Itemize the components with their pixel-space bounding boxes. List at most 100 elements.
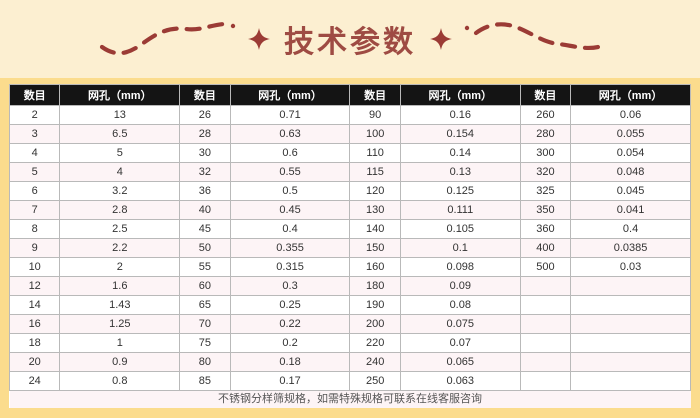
mesh-size-cell: 2 bbox=[59, 257, 181, 277]
table-row: 10 2 55 0.315 160 0.098 500 0.03 bbox=[8, 257, 691, 277]
table-row: 18 1 75 0.2 220 0.07 bbox=[8, 333, 691, 353]
mesh-count-cell: 32 bbox=[179, 162, 231, 182]
right-star-icon bbox=[430, 28, 452, 50]
mesh-size-cell: 0.4 bbox=[229, 219, 351, 239]
footer-note-row: 不锈钢分样筛规格，如需特殊规格可联系在线客服咨询 bbox=[9, 390, 691, 408]
mesh-count-cell: 40 bbox=[179, 200, 231, 220]
mesh-count-cell: 360 bbox=[519, 219, 572, 239]
mesh-count-cell: 90 bbox=[349, 105, 401, 125]
mesh-count-cell: 70 bbox=[179, 314, 231, 334]
table-row: 16 1.25 70 0.22 200 0.075 bbox=[8, 314, 691, 334]
column-header-mesh-count: 数目 bbox=[179, 84, 231, 106]
mesh-count-cell: 400 bbox=[519, 238, 572, 258]
table-row: 7 2.8 40 0.45 130 0.111 350 0.041 bbox=[8, 200, 691, 220]
mesh-size-cell: 2.5 bbox=[59, 219, 181, 239]
mesh-count-cell: 6 bbox=[8, 181, 61, 201]
mesh-count-cell: 150 bbox=[349, 238, 401, 258]
mesh-count-cell: 100 bbox=[349, 124, 401, 144]
mesh-count-cell bbox=[519, 314, 572, 334]
mesh-size-cell: 0.71 bbox=[229, 105, 351, 125]
mesh-count-cell: 8 bbox=[8, 219, 61, 239]
column-header-mesh-size: 网孔（mm） bbox=[399, 84, 521, 106]
mesh-count-cell: 320 bbox=[519, 162, 572, 182]
footer-note: 不锈钢分样筛规格，如需特殊规格可联系在线客服咨询 bbox=[9, 390, 691, 408]
mesh-count-cell: 240 bbox=[349, 352, 401, 372]
mesh-count-cell: 16 bbox=[8, 314, 61, 334]
mesh-count-cell: 12 bbox=[8, 276, 61, 296]
mesh-count-cell: 55 bbox=[179, 257, 231, 277]
mesh-size-cell: 0.063 bbox=[399, 371, 521, 391]
page-title: 技术参数 bbox=[284, 26, 416, 59]
mesh-count-cell: 24 bbox=[8, 371, 61, 391]
mesh-size-cell: 0.08 bbox=[399, 295, 521, 315]
column-header-mesh-count: 数目 bbox=[519, 84, 572, 106]
column-header-mesh-count: 数目 bbox=[349, 84, 401, 106]
table-row: 24 0.8 85 0.17 250 0.063 bbox=[8, 371, 691, 391]
mesh-size-cell: 0.9 bbox=[59, 352, 181, 372]
mesh-count-cell: 110 bbox=[349, 143, 401, 163]
table-row: 14 1.43 65 0.25 190 0.08 bbox=[8, 295, 691, 315]
table-row: 20 0.9 80 0.18 240 0.065 bbox=[8, 352, 691, 372]
mesh-count-cell: 18 bbox=[8, 333, 61, 353]
mesh-count-cell: 190 bbox=[349, 295, 401, 315]
column-header-mesh-size: 网孔（mm） bbox=[229, 84, 351, 106]
table-row: 4 5 30 0.6 110 0.14 300 0.054 bbox=[8, 143, 691, 163]
mesh-size-cell bbox=[570, 276, 691, 296]
mesh-count-cell: 3 bbox=[8, 124, 61, 144]
mesh-size-cell: 0.4 bbox=[570, 219, 691, 239]
mesh-count-cell: 10 bbox=[8, 257, 61, 277]
mesh-count-cell: 280 bbox=[519, 124, 572, 144]
right-dashed-wave-icon bbox=[464, 22, 601, 51]
mesh-count-cell bbox=[519, 295, 572, 315]
mesh-count-cell: 26 bbox=[179, 105, 231, 125]
mesh-size-cell: 13 bbox=[59, 105, 181, 125]
mesh-count-cell bbox=[519, 352, 572, 372]
mesh-size-cell: 1 bbox=[59, 333, 181, 353]
spec-panel: 数目 网孔（mm） 数目 网孔（mm） 数目 网孔（mm） 数目 网孔（mm） 2 13 26 0.… bbox=[0, 78, 700, 418]
mesh-size-cell: 0.14 bbox=[399, 143, 521, 163]
mesh-count-cell: 160 bbox=[349, 257, 401, 277]
table-row: 3 6.5 28 0.63 100 0.154 280 0.055 bbox=[8, 124, 691, 144]
table-row: 6 3.2 36 0.5 120 0.125 325 0.045 bbox=[8, 181, 691, 201]
mesh-size-cell: 0.0385 bbox=[570, 238, 691, 258]
mesh-size-cell: 0.315 bbox=[229, 257, 351, 277]
mesh-count-cell: 220 bbox=[349, 333, 401, 353]
mesh-count-cell: 2 bbox=[8, 105, 61, 125]
left-dashed-wave-icon bbox=[99, 21, 236, 56]
mesh-count-cell: 250 bbox=[349, 371, 401, 391]
mesh-count-cell: 350 bbox=[519, 200, 572, 220]
mesh-size-cell: 0.2 bbox=[229, 333, 351, 353]
table-body: 2 13 26 0.71 90 0.16 260 0.06 3 6.5 28 0.63 100 0.154… bbox=[8, 105, 691, 391]
mesh-count-cell: 180 bbox=[349, 276, 401, 296]
mesh-size-cell: 0.63 bbox=[229, 124, 351, 144]
spec-table: 数目 网孔（mm） 数目 网孔（mm） 数目 网孔（mm） 数目 网孔（mm） 2 13 26 0.… bbox=[8, 84, 691, 408]
mesh-count-cell: 60 bbox=[179, 276, 231, 296]
mesh-size-cell: 0.3 bbox=[229, 276, 351, 296]
mesh-count-cell: 115 bbox=[349, 162, 401, 182]
mesh-count-cell: 300 bbox=[519, 143, 572, 163]
mesh-size-cell: 1.43 bbox=[59, 295, 181, 315]
mesh-count-cell: 75 bbox=[179, 333, 231, 353]
mesh-count-cell: 500 bbox=[519, 257, 572, 277]
mesh-count-cell bbox=[519, 276, 572, 296]
mesh-count-cell: 28 bbox=[179, 124, 231, 144]
mesh-size-cell: 0.048 bbox=[570, 162, 691, 182]
mesh-size-cell: 0.111 bbox=[399, 200, 521, 220]
table-row: 8 2.5 45 0.4 140 0.105 360 0.4 bbox=[8, 219, 691, 239]
mesh-size-cell: 0.03 bbox=[570, 257, 691, 277]
mesh-size-cell: 0.041 bbox=[570, 200, 691, 220]
column-header-mesh-count: 数目 bbox=[8, 84, 61, 106]
mesh-size-cell: 0.075 bbox=[399, 314, 521, 334]
mesh-size-cell bbox=[570, 314, 691, 334]
mesh-count-cell: 260 bbox=[519, 105, 572, 125]
mesh-size-cell: 0.22 bbox=[229, 314, 351, 334]
mesh-size-cell bbox=[570, 352, 691, 372]
mesh-size-cell: 0.045 bbox=[570, 181, 691, 201]
mesh-size-cell: 3.2 bbox=[59, 181, 181, 201]
mesh-size-cell: 0.06 bbox=[570, 105, 691, 125]
mesh-count-cell: 7 bbox=[8, 200, 61, 220]
mesh-size-cell: 4 bbox=[59, 162, 181, 182]
table-header-row: 数目 网孔（mm） 数目 网孔（mm） 数目 网孔（mm） 数目 网孔（mm） bbox=[8, 84, 691, 106]
table-row: 2 13 26 0.71 90 0.16 260 0.06 bbox=[8, 105, 691, 125]
mesh-size-cell: 0.8 bbox=[59, 371, 181, 391]
